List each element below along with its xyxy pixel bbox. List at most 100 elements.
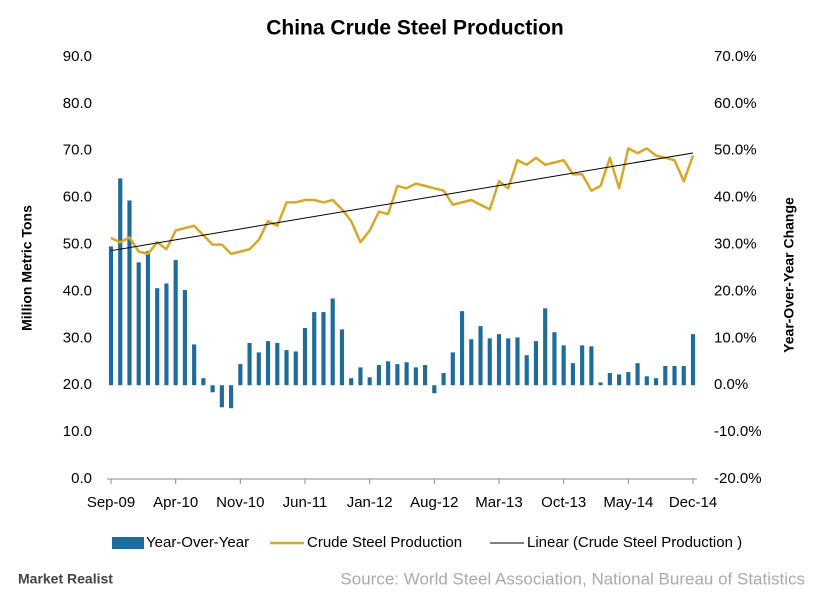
y-tick-label: 50.0: [63, 236, 92, 253]
bar: [515, 337, 520, 386]
bar: [506, 338, 511, 386]
bar: [173, 260, 178, 386]
bar: [219, 385, 224, 408]
bar: [598, 382, 603, 386]
bar: [423, 365, 428, 386]
bar: [469, 339, 474, 386]
bar: [607, 373, 612, 386]
bar: [496, 334, 502, 386]
y2-axis-title: Year-Over-Year Change: [781, 197, 797, 353]
y-tick-label: 10.0: [63, 423, 92, 440]
x-tick-label: Oct-13: [541, 494, 586, 511]
bar: [145, 251, 151, 386]
bar: [533, 341, 539, 386]
bar: [690, 334, 696, 386]
bar: [293, 351, 298, 386]
bar: [432, 385, 437, 394]
bar: [118, 178, 123, 386]
bar: [229, 385, 234, 409]
y-tick-label: 80.0: [63, 95, 92, 112]
trend-line: [110, 152, 694, 252]
bar: [349, 378, 354, 386]
y-axis-title: Million Metric Tons: [19, 205, 35, 331]
bar: [570, 363, 575, 386]
y-tick-label: 70.0: [63, 142, 92, 159]
bar: [210, 385, 215, 393]
y2-tick-label: 70.0%: [714, 48, 757, 65]
x-tick-label: Mar-13: [475, 494, 523, 511]
bar: [164, 283, 169, 386]
y2-tick-label: 0.0%: [714, 376, 748, 393]
bar: [136, 262, 141, 386]
y-tick-label: 60.0: [63, 189, 92, 206]
y2-tick-label: -20.0%: [714, 470, 762, 487]
bar: [155, 288, 160, 386]
bar: [247, 343, 252, 386]
bar: [589, 346, 594, 386]
bar: [478, 326, 483, 386]
bar: [182, 290, 187, 386]
legend-label: Crude Steel Production: [307, 534, 462, 551]
x-tick-label: Aug-12: [410, 494, 458, 511]
bar: [284, 350, 289, 386]
bar: [644, 376, 649, 386]
y-tick-label: 30.0: [63, 329, 92, 346]
bar: [330, 298, 335, 386]
bar: [524, 355, 529, 386]
bar: [386, 361, 391, 386]
bar: [635, 363, 640, 386]
y-tick-label: 20.0: [63, 376, 92, 393]
line: [110, 147, 695, 256]
y2-tick-label: 40.0%: [714, 189, 757, 206]
y-tick-label: 40.0: [63, 282, 92, 299]
y-tick-label: 0.0: [71, 470, 92, 487]
bar: [653, 378, 659, 386]
bar: [312, 312, 317, 386]
bar: [626, 372, 631, 386]
y2-tick-label: 20.0%: [714, 282, 757, 299]
bar: [543, 308, 548, 386]
bar: [358, 367, 363, 386]
bar: [395, 364, 400, 386]
bar: [681, 365, 686, 386]
bar: [441, 373, 446, 386]
bar: [617, 374, 622, 386]
chart-title: China Crude Steel Production: [266, 17, 564, 40]
bar: [275, 343, 280, 386]
bar: [192, 344, 197, 386]
x-tick-label: Nov-10: [216, 494, 264, 511]
y2-tick-label: 60.0%: [714, 95, 757, 112]
bar: [552, 332, 557, 386]
bar: [302, 328, 308, 386]
x-tick-label: May-14: [603, 494, 653, 511]
bar: [561, 345, 566, 386]
y-tick-label: 90.0: [63, 48, 92, 65]
bar: [367, 377, 372, 386]
bar: [265, 341, 271, 386]
bar: [238, 364, 243, 386]
y2-tick-label: 30.0%: [714, 236, 757, 253]
y2-tick-label: 10.0%: [714, 329, 757, 346]
bar: [108, 246, 114, 386]
bar: [376, 365, 381, 386]
legend-label: Linear (Crude Steel Production ): [527, 534, 742, 551]
bar: [450, 352, 455, 386]
bar: [201, 378, 206, 386]
bar: [127, 200, 132, 386]
x-tick-label: Sep-09: [87, 494, 135, 511]
x-tick-label: Jan-12: [347, 494, 393, 511]
bar: [404, 362, 409, 386]
bar: [487, 338, 492, 386]
legend-label: Year-Over-Year: [146, 534, 249, 551]
bar: [413, 367, 418, 386]
y2-tick-label: 50.0%: [714, 142, 757, 159]
y2-tick-label: -10.0%: [714, 423, 762, 440]
legend-swatch: [112, 537, 144, 549]
x-tick-label: Apr-10: [153, 494, 198, 511]
bar: [580, 345, 585, 386]
x-tick-label: Dec-14: [669, 494, 717, 511]
bar: [663, 365, 668, 386]
bar: [339, 329, 345, 386]
bar: [459, 311, 465, 386]
